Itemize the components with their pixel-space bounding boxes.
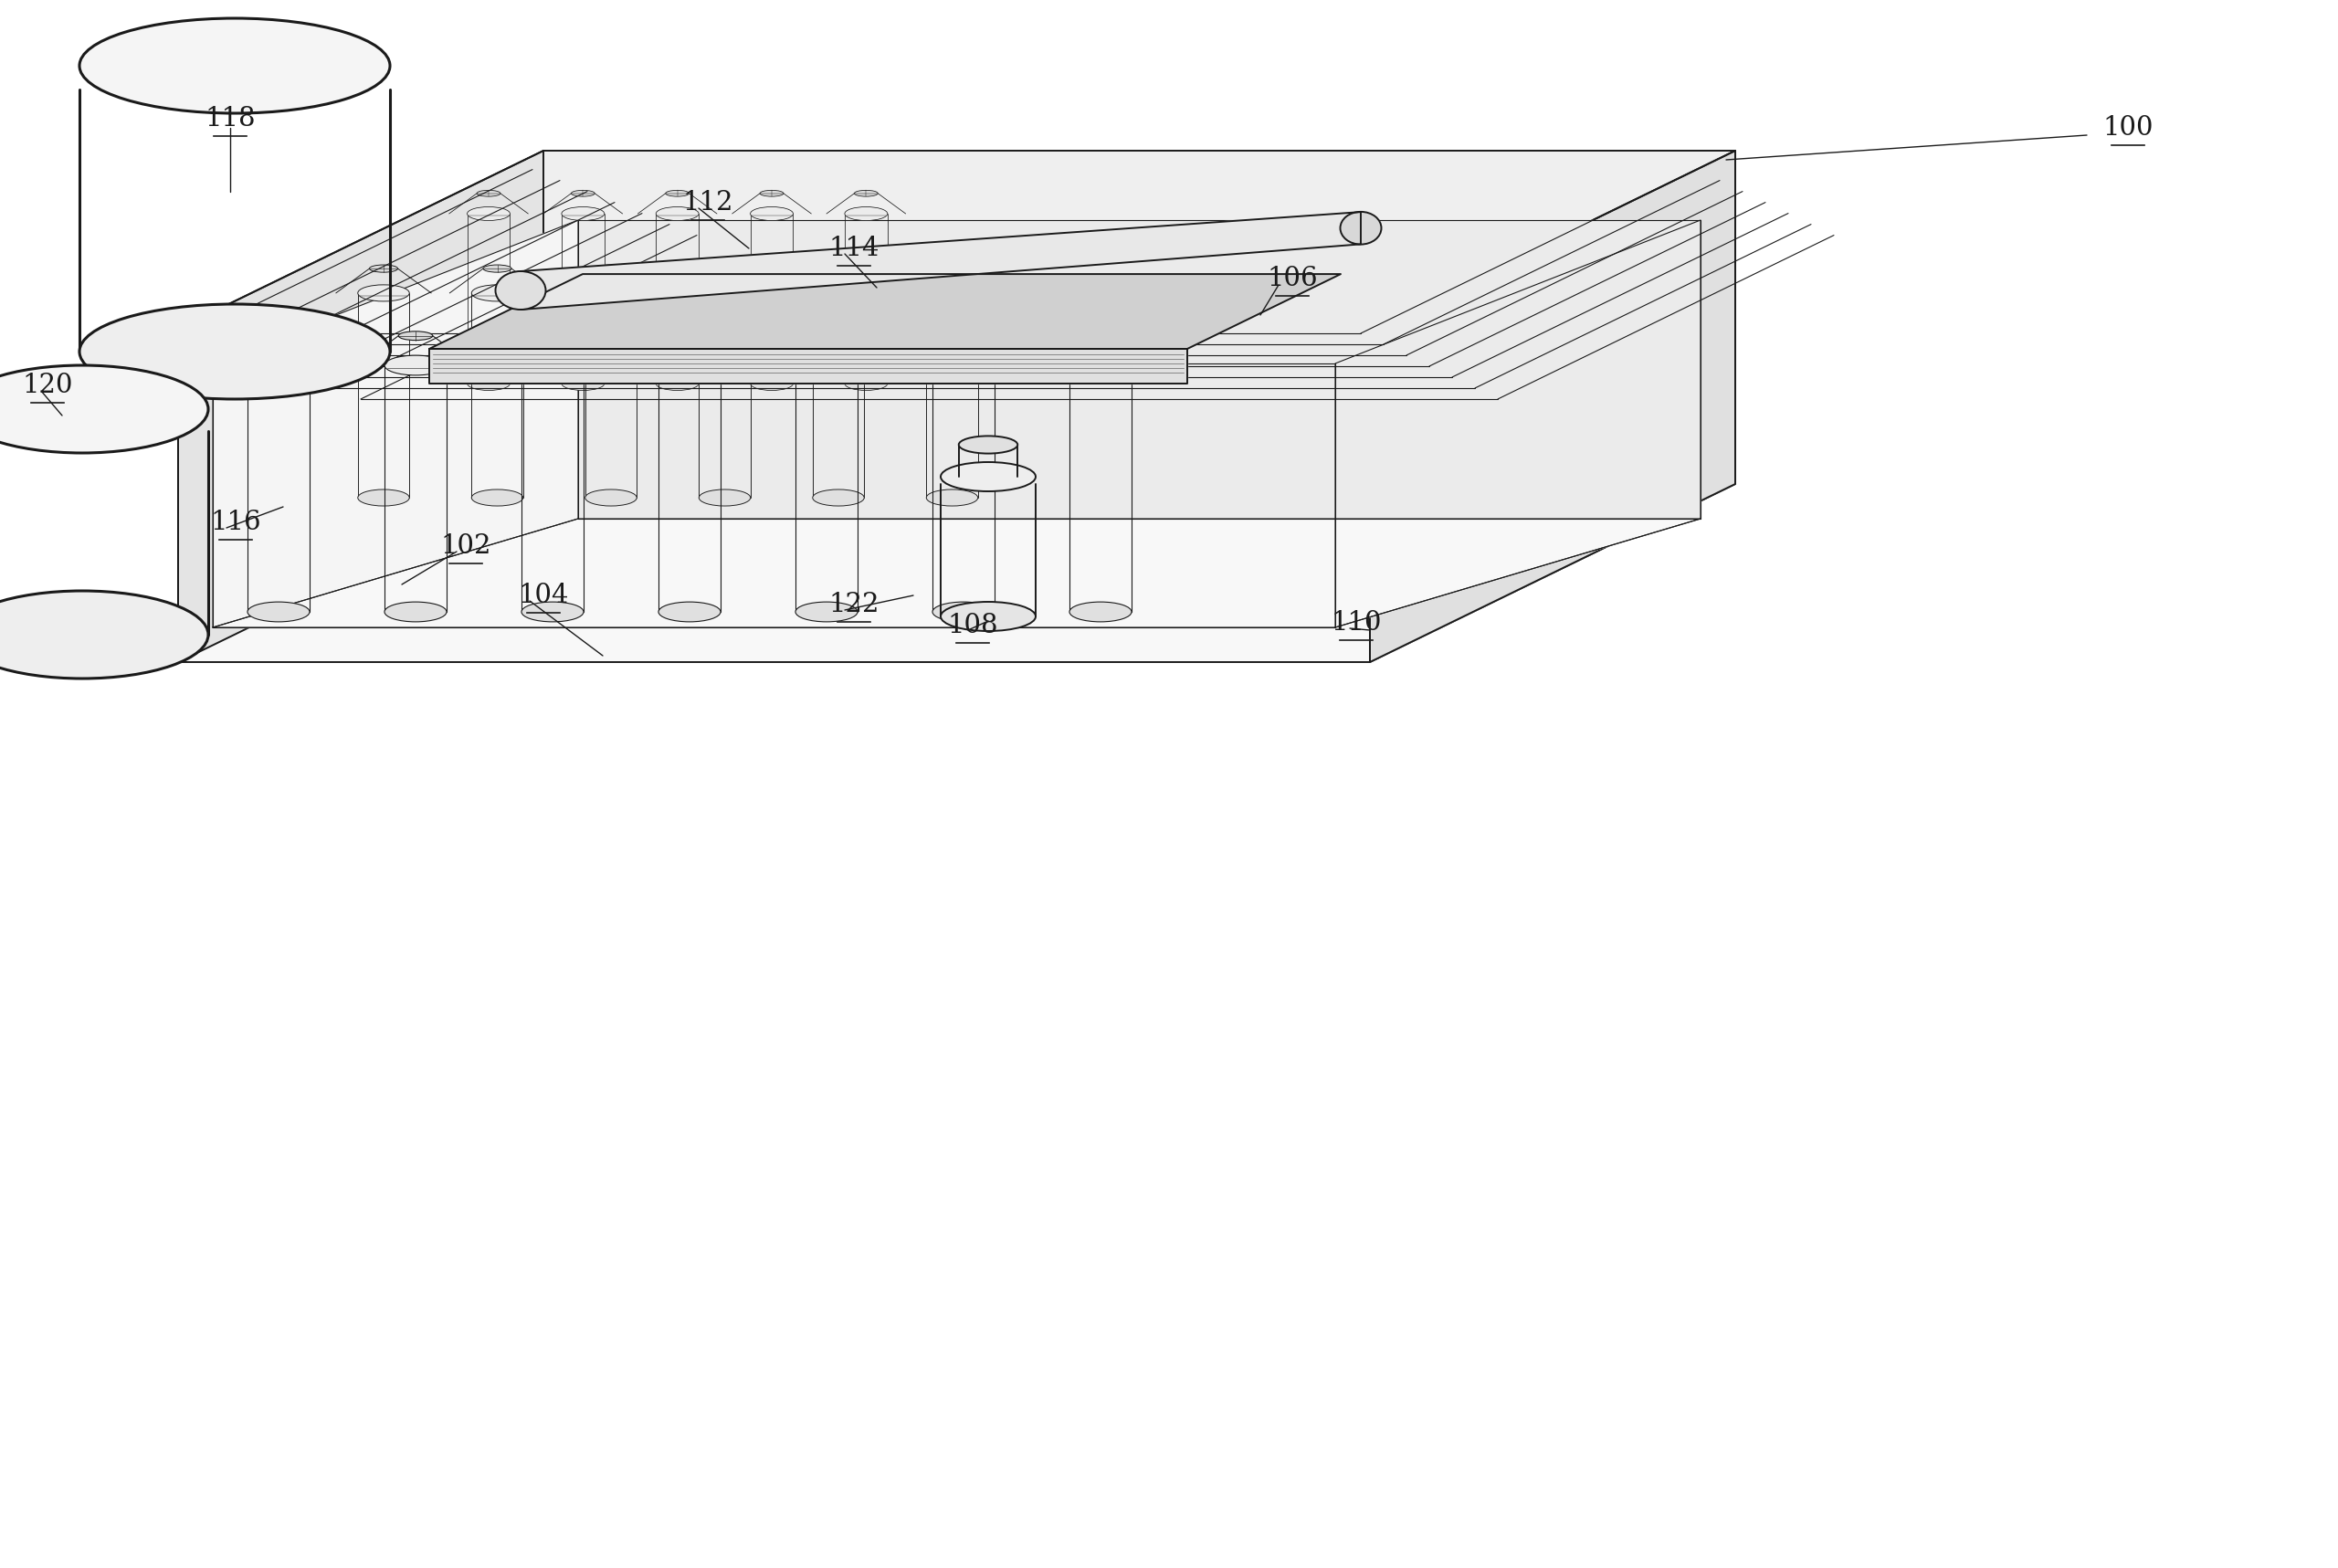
Ellipse shape [561, 376, 603, 390]
Ellipse shape [596, 265, 624, 273]
Ellipse shape [1068, 356, 1132, 375]
Ellipse shape [844, 376, 888, 390]
Ellipse shape [521, 602, 584, 622]
Ellipse shape [0, 365, 208, 453]
Ellipse shape [853, 190, 877, 196]
Text: 100: 100 [2102, 114, 2153, 141]
Polygon shape [430, 348, 1188, 384]
Ellipse shape [657, 376, 699, 390]
Text: 110: 110 [1330, 610, 1382, 635]
Text: 104: 104 [519, 583, 568, 608]
Ellipse shape [358, 285, 409, 301]
Ellipse shape [809, 331, 844, 340]
Ellipse shape [699, 285, 750, 301]
Ellipse shape [248, 602, 309, 622]
Polygon shape [577, 220, 1700, 519]
Ellipse shape [584, 285, 636, 301]
Ellipse shape [926, 489, 977, 506]
Ellipse shape [1068, 602, 1132, 622]
Ellipse shape [472, 285, 524, 301]
Ellipse shape [248, 356, 309, 375]
Ellipse shape [79, 19, 390, 113]
Ellipse shape [940, 602, 1036, 630]
Ellipse shape [1082, 331, 1118, 340]
Polygon shape [213, 220, 577, 627]
Ellipse shape [657, 207, 699, 221]
Text: 102: 102 [440, 533, 491, 558]
Ellipse shape [535, 331, 570, 340]
Ellipse shape [844, 207, 888, 221]
Polygon shape [178, 151, 542, 662]
Text: 108: 108 [947, 613, 998, 638]
Ellipse shape [699, 489, 750, 506]
Ellipse shape [358, 489, 409, 506]
Polygon shape [178, 329, 1370, 662]
Ellipse shape [760, 190, 783, 196]
Ellipse shape [795, 356, 858, 375]
Text: 122: 122 [828, 591, 879, 618]
Ellipse shape [750, 376, 793, 390]
Text: 112: 112 [683, 190, 734, 215]
Text: 118: 118 [206, 107, 255, 132]
Ellipse shape [484, 265, 512, 273]
Ellipse shape [472, 489, 524, 506]
Ellipse shape [795, 602, 858, 622]
Ellipse shape [814, 489, 865, 506]
Text: 116: 116 [210, 510, 262, 535]
Ellipse shape [397, 331, 433, 340]
Polygon shape [1335, 220, 1700, 627]
Ellipse shape [468, 376, 510, 390]
Polygon shape [542, 151, 1735, 485]
Ellipse shape [369, 265, 397, 273]
Ellipse shape [570, 190, 594, 196]
Ellipse shape [496, 271, 545, 309]
Ellipse shape [659, 356, 720, 375]
Ellipse shape [521, 356, 584, 375]
Ellipse shape [0, 591, 208, 679]
Ellipse shape [940, 463, 1036, 491]
Text: 120: 120 [21, 373, 72, 398]
Polygon shape [1370, 151, 1735, 662]
Polygon shape [213, 364, 1335, 627]
Ellipse shape [750, 207, 793, 221]
Ellipse shape [262, 331, 295, 340]
Ellipse shape [383, 356, 447, 375]
Ellipse shape [79, 304, 390, 400]
Ellipse shape [584, 489, 636, 506]
Text: 106: 106 [1267, 265, 1319, 292]
Ellipse shape [383, 602, 447, 622]
Ellipse shape [1340, 212, 1382, 245]
Ellipse shape [477, 190, 500, 196]
Polygon shape [430, 274, 1340, 348]
Ellipse shape [814, 285, 865, 301]
Text: 114: 114 [828, 235, 879, 262]
Ellipse shape [666, 190, 690, 196]
Ellipse shape [825, 265, 853, 273]
Ellipse shape [468, 207, 510, 221]
Ellipse shape [926, 285, 977, 301]
Polygon shape [521, 212, 1361, 309]
Ellipse shape [561, 207, 603, 221]
Ellipse shape [959, 436, 1017, 453]
Ellipse shape [938, 265, 966, 273]
Ellipse shape [933, 602, 994, 622]
Polygon shape [213, 519, 1700, 627]
Polygon shape [178, 151, 1735, 329]
Ellipse shape [947, 331, 980, 340]
Ellipse shape [933, 356, 994, 375]
Polygon shape [178, 485, 1735, 662]
Ellipse shape [673, 331, 706, 340]
Ellipse shape [711, 265, 739, 273]
Ellipse shape [659, 602, 720, 622]
